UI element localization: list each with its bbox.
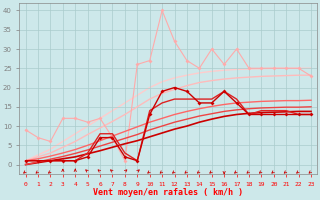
X-axis label: Vent moyen/en rafales ( km/h ): Vent moyen/en rafales ( km/h ) (93, 188, 243, 197)
